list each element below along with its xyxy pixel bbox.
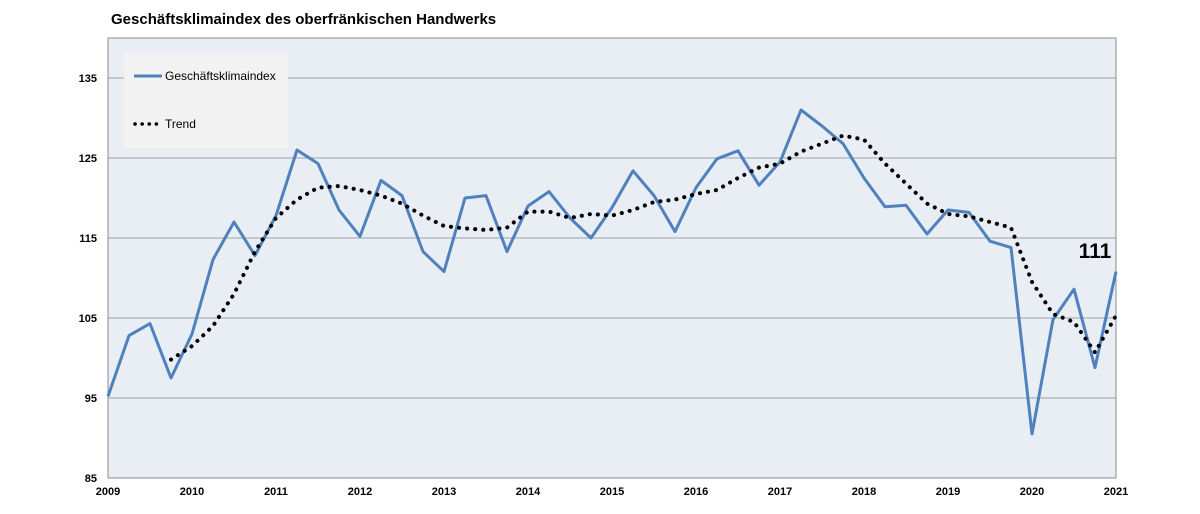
annotation-label: 111 [1079,240,1112,263]
y-tick-label: 125 [79,153,97,165]
y-tick-label: 85 [85,473,97,485]
annotations: 111 [1079,240,1112,263]
y-tick-label: 115 [79,233,97,245]
x-tick-label: 2017 [768,486,792,498]
x-tick-label: 2016 [684,486,708,498]
series-lines [106,108,1118,436]
x-tick-label: 2021 [1104,486,1128,498]
chart-title: Geschäftsklimaindex des oberfränkischen … [111,11,497,28]
legend: Geschäftsklimaindex Trend [124,53,288,148]
legend-label-trend: Trend [165,117,196,131]
plot-border [107,37,1117,479]
legend-label-index: Geschäftsklimaindex [165,69,276,83]
x-tick-label: 2015 [600,486,624,498]
y-tick-label: 95 [85,393,97,405]
x-tick-label: 2018 [852,486,876,498]
y-axis: 85 95 105 115 125 135 [79,73,97,485]
x-axis: 2009 2010 2011 2012 2013 2014 2015 2016 2017 2018… [96,486,1128,498]
x-tick-label: 2020 [1020,486,1044,498]
x-tick-label: 2009 [96,486,120,498]
y-tick-label: 105 [79,313,97,325]
x-tick-label: 2013 [432,486,456,498]
x-tick-label: 2019 [936,486,960,498]
x-tick-label: 2011 [264,486,288,498]
x-tick-label: 2012 [348,486,372,498]
series-line-index [106,108,1118,436]
x-tick-label: 2014 [516,486,541,498]
x-tick-label: 2010 [180,486,204,498]
legend-box [124,53,288,148]
y-tick-label: 135 [79,73,97,85]
series-line-trend [169,133,1118,362]
